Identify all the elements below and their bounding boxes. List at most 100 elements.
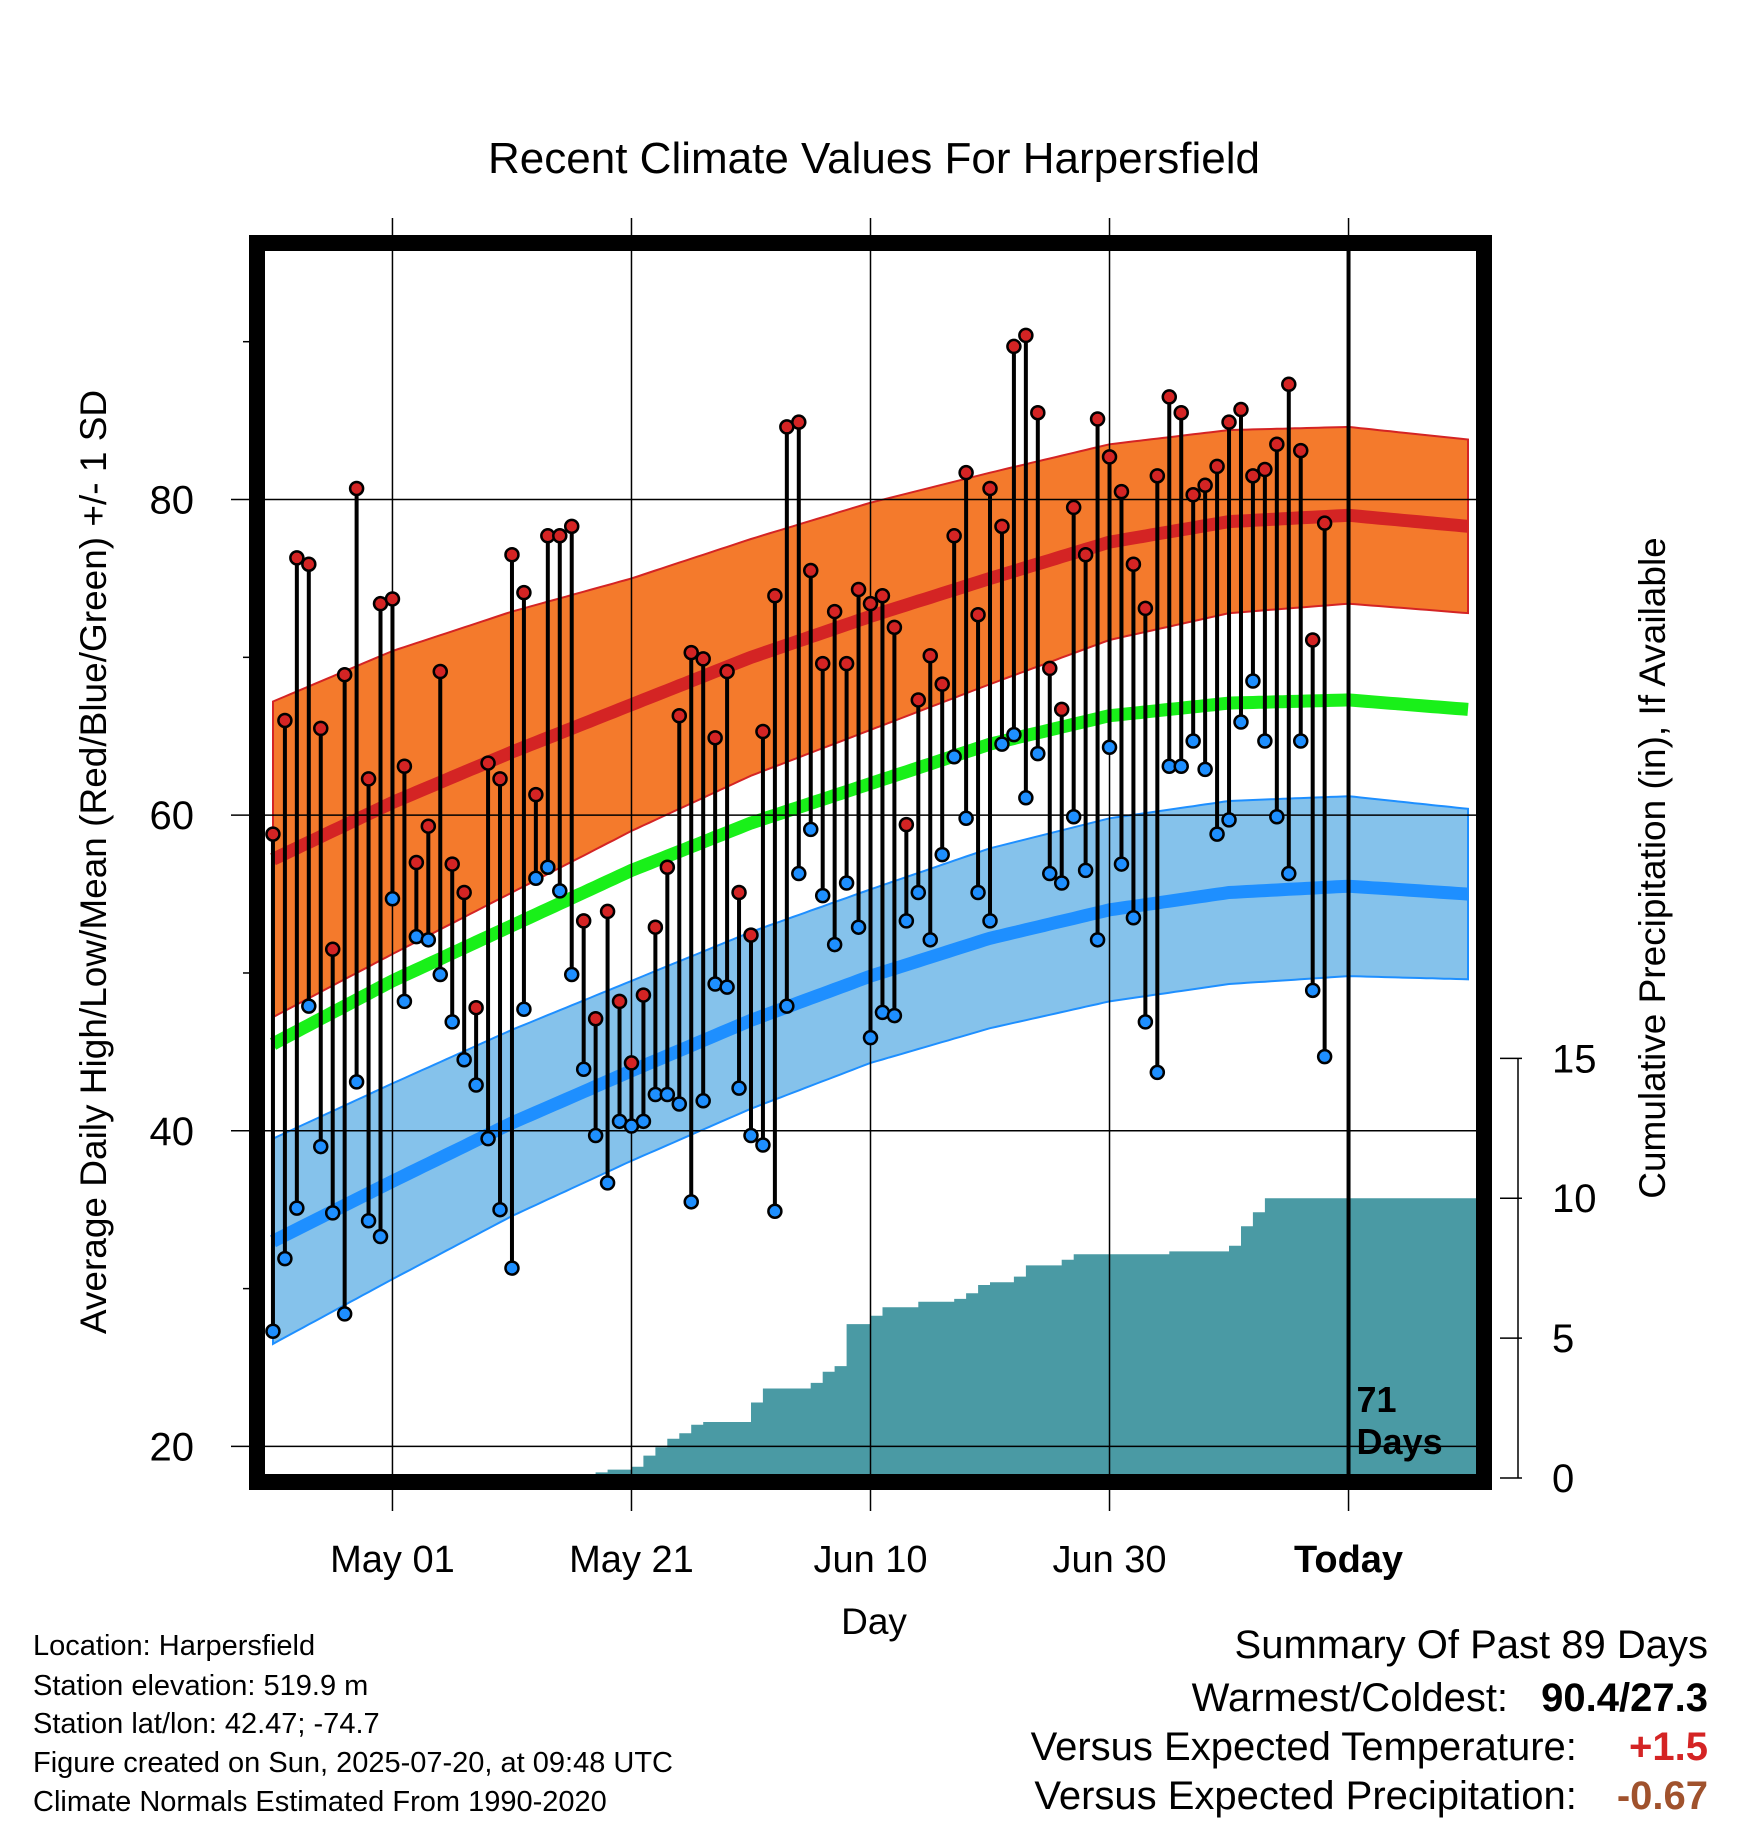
daily-low-point [1209,826,1225,842]
daily-high-point [755,723,771,740]
daily-high-point [504,547,520,563]
daily-high-point [468,999,484,1016]
summary-warmest-value: 90.4/27.3 [1541,1676,1708,1720]
daily-high-point [1161,389,1178,405]
summary-warmest-label: Warmest/Coldest: [1191,1676,1509,1720]
daily-low-point [1018,790,1034,806]
daily-high-point [1030,404,1046,421]
daily-low-point [504,1260,520,1276]
daily-low-point [1185,733,1201,749]
daily-low-point [1221,812,1237,828]
daily-high-point [301,556,317,572]
daily-low-point [1137,1014,1154,1030]
daily-low-point [910,884,927,901]
daily-low-point [599,1175,616,1191]
daily-high-point [575,913,592,929]
daily-low-point [468,1077,484,1093]
x-axis-label: Day [841,1601,907,1642]
daily-low-point [886,1007,903,1024]
daily-high-point [432,663,449,680]
daily-high-point [277,712,293,729]
daily-low-point [970,884,986,901]
daily-low-point [552,883,568,899]
daily-low-point [301,998,317,1014]
daily-high-point [791,414,807,430]
daily-high-point [886,619,903,636]
x-tick-label: May 01 [330,1539,455,1581]
daily-low-point [1065,808,1082,825]
y2-tick-label: 10 [1552,1177,1597,1221]
plot-frame [249,235,1492,1490]
daily-low-point [540,859,556,875]
summary-precip-value: -0.67 [1616,1774,1708,1818]
y2-tick-label: 0 [1552,1457,1574,1501]
elevation-text: Station elevation: 519.9 m [33,1670,369,1702]
daily-low-point [1089,932,1106,948]
daily-low-point [671,1096,688,1112]
daily-low-point [659,1086,676,1103]
daily-high-point [1304,632,1321,648]
daily-low-point [289,1200,305,1216]
daily-low-point [587,1127,604,1144]
daily-high-point [934,676,950,692]
daily-high-point [731,884,747,901]
daily-low-point [755,1137,771,1153]
daily-high-point [408,854,425,871]
daily-high-point [552,528,568,544]
daily-high-point [958,464,974,481]
daily-high-point [1149,468,1166,484]
daily-high-point [647,919,664,935]
days-count-label: Days [1357,1421,1443,1462]
daily-high-point [324,941,341,958]
daily-low-point [372,1228,389,1245]
daily-high-point [1233,401,1249,418]
daily-high-point [396,758,413,774]
daily-high-point [1065,499,1082,516]
daily-high-point [1209,458,1225,475]
daily-high-point [348,480,365,497]
created-text: Figure created on Sun, 2025-07-20, at 09… [33,1747,673,1779]
daily-high-point [994,518,1010,535]
daily-low-point [1149,1064,1166,1081]
daily-high-point [1221,414,1237,430]
summary-warmest-row: Warmest/Coldest: 90.4/27.3 [1192,1678,1708,1718]
daily-low-point [683,1194,699,1210]
daily-low-point [731,1080,747,1096]
daily-low-point [1269,808,1285,825]
days-count-label: 71 [1357,1379,1397,1420]
daily-low-point [838,875,855,891]
x-tick-label-today: Today [1294,1539,1403,1581]
daily-high-point [623,1055,640,1071]
summary-temp-row: Versus Expected Temperature: +1.5 [1031,1727,1708,1767]
daily-low-point [779,998,795,1014]
daily-low-point [444,1014,460,1030]
daily-high-point [1006,338,1022,355]
daily-low-point [719,979,735,995]
daily-low-point [1030,745,1046,762]
daily-high-point [862,595,879,612]
daily-high-point [384,591,401,607]
daily-low-point [1101,739,1118,756]
y-axis-label: Average Daily High/Low/Mean (Red/Blue/Gr… [73,390,114,1334]
daily-low-point [695,1093,711,1109]
daily-low-point [563,966,580,983]
daily-high-point [922,648,939,664]
daily-high-point [492,771,508,787]
daily-low-point [946,749,962,765]
daily-high-point [1245,468,1261,484]
daily-high-point [563,518,580,535]
daily-low-point [1316,1048,1333,1065]
daily-low-point [384,891,401,907]
daily-low-point [1173,758,1189,774]
daily-low-point [1006,726,1022,743]
daily-low-point [480,1130,496,1147]
daily-low-point [313,1138,329,1155]
daily-low-point [862,1029,879,1046]
daily-high-point [1089,411,1106,427]
y-tick-label: 60 [150,794,195,838]
daily-high-point [659,859,676,875]
daily-high-point [814,655,831,672]
daily-high-point [695,651,711,667]
